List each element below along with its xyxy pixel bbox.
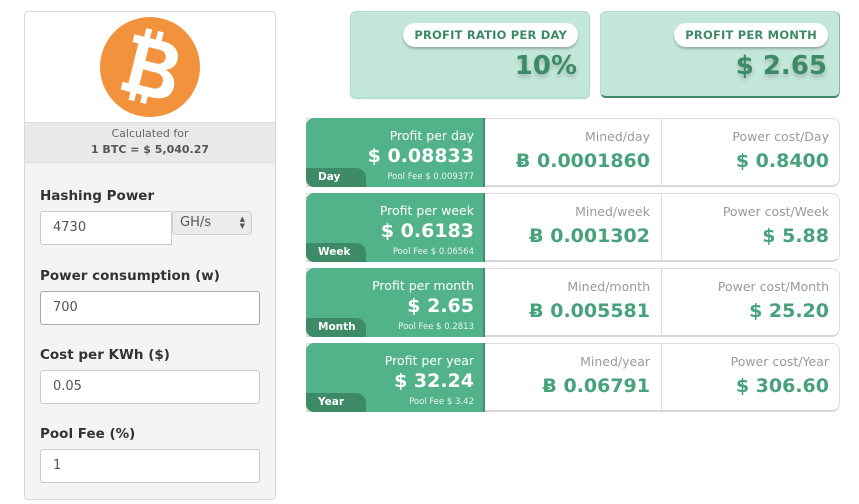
pool-fee-input[interactable]: 1 <box>40 449 260 483</box>
profit-value: $ 0.6183 <box>380 220 474 242</box>
calculator-panel: Calculated for 1 BTC = $ 5,040.27 Hashin… <box>24 11 276 500</box>
profit-month-value: $ 2.65 <box>735 51 827 81</box>
result-row-day: Profit per day $ 0.08833 Pool Fee $ 0.00… <box>306 118 840 187</box>
hashing-power-group: 4730 GH/s ▲ ▼ <box>40 211 260 245</box>
mined-value: Ƀ 0.005581 <box>529 300 650 322</box>
period-tag: Year <box>306 393 366 412</box>
power-cost-cell: Power cost/Year $ 306.60 <box>662 344 840 411</box>
power-consumption-label: Power consumption (w) <box>40 268 220 284</box>
period-tag: Day <box>306 168 366 187</box>
profit-value: $ 32.24 <box>394 370 474 392</box>
mined-title: Mined/week <box>575 204 650 219</box>
pool-fee-label: Pool Fee (%) <box>40 426 136 442</box>
hashing-power-input[interactable]: 4730 <box>40 211 172 245</box>
power-cost-cell: Power cost/Week $ 5.88 <box>662 194 840 261</box>
mined-cell: Mined/year Ƀ 0.06791 <box>485 344 662 411</box>
mined-value: Ƀ 0.0001860 <box>515 150 650 172</box>
pool-fee-value: Pool Fee $ 0.2813 <box>398 322 474 332</box>
profit-cell: Profit per week $ 0.6183 Pool Fee $ 0.06… <box>306 193 485 262</box>
power-cost-value: $ 25.20 <box>749 300 829 322</box>
bitcoin-icon <box>100 17 200 117</box>
power-cost-cell: Power cost/Day $ 0.8400 <box>662 119 840 186</box>
hashing-power-label: Hashing Power <box>40 188 155 204</box>
pool-fee-value: Pool Fee $ 0.06564 <box>392 247 474 257</box>
select-arrows-icon: ▲ ▼ <box>239 215 245 230</box>
btc-price: 1 BTC = $ 5,040.27 <box>90 143 210 156</box>
mined-value: Ƀ 0.06791 <box>542 375 650 397</box>
hashing-unit-select[interactable]: GH/s ▲ ▼ <box>172 211 252 235</box>
period-tag: Week <box>306 243 366 262</box>
mined-cell: Mined/week Ƀ 0.001302 <box>485 194 662 261</box>
profit-ratio-value: 10% <box>514 51 577 81</box>
power-cost-value: $ 0.8400 <box>735 150 829 172</box>
cost-per-kwh-input[interactable]: 0.05 <box>40 370 260 404</box>
profit-title: Profit per day <box>389 128 474 143</box>
mined-cell: Mined/month Ƀ 0.005581 <box>485 269 662 336</box>
power-cost-title: Power cost/Year <box>730 354 829 369</box>
profit-title: Profit per month <box>372 278 474 293</box>
power-cost-title: Power cost/Month <box>717 279 829 294</box>
pool-fee-value: Pool Fee $ 3.42 <box>409 397 474 407</box>
profit-title: Profit per week <box>379 203 474 218</box>
result-row-month: Profit per month $ 2.65 Pool Fee $ 0.281… <box>306 268 840 337</box>
result-row-year: Profit per year $ 32.24 Pool Fee $ 3.42 … <box>306 343 840 412</box>
power-consumption-input[interactable]: 700 <box>40 291 260 325</box>
mined-title: Mined/year <box>580 354 650 369</box>
cost-per-kwh-label: Cost per KWh ($) <box>40 347 170 363</box>
profit-cell: Profit per month $ 2.65 Pool Fee $ 0.281… <box>306 268 485 337</box>
profit-month-card: PROFIT PER MONTH $ 2.65 <box>600 11 840 98</box>
result-row-week: Profit per week $ 0.6183 Pool Fee $ 0.06… <box>306 193 840 262</box>
profit-cell: Profit per day $ 0.08833 Pool Fee $ 0.00… <box>306 118 485 187</box>
power-cost-value: $ 306.60 <box>735 375 829 397</box>
mined-cell: Mined/day Ƀ 0.0001860 <box>485 119 662 186</box>
power-cost-cell: Power cost/Month $ 25.20 <box>662 269 840 336</box>
profit-month-label: PROFIT PER MONTH <box>674 23 828 47</box>
calculated-for-box: Calculated for 1 BTC = $ 5,040.27 <box>25 123 275 163</box>
profit-value: $ 2.65 <box>407 295 474 317</box>
power-cost-title: Power cost/Day <box>732 129 829 144</box>
profit-title: Profit per year <box>384 353 474 368</box>
profit-cell: Profit per year $ 32.24 Pool Fee $ 3.42 … <box>306 343 485 412</box>
power-cost-value: $ 5.88 <box>762 225 829 247</box>
profit-value: $ 0.08833 <box>367 145 474 167</box>
profit-ratio-label: PROFIT RATIO PER DAY <box>403 23 578 47</box>
logo-area <box>25 12 275 123</box>
mined-title: Mined/day <box>584 129 650 144</box>
power-cost-title: Power cost/Week <box>722 204 829 219</box>
pool-fee-value: Pool Fee $ 0.009377 <box>387 172 474 182</box>
calculator-form: Hashing Power 4730 GH/s ▲ ▼ Power consump… <box>25 188 275 483</box>
hashing-unit-value: GH/s <box>180 215 212 230</box>
period-tag: Month <box>306 318 366 337</box>
profit-ratio-card: PROFIT RATIO PER DAY 10% <box>350 11 590 98</box>
calculated-for-label: Calculated for <box>111 127 189 140</box>
mined-title: Mined/month <box>567 279 650 294</box>
mined-value: Ƀ 0.001302 <box>529 225 650 247</box>
